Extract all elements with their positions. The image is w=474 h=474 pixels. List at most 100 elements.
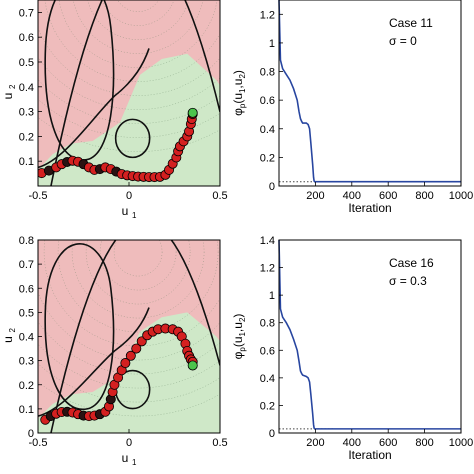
plot-area xyxy=(38,240,220,433)
y-axis-label-subscript: 2 xyxy=(238,74,247,79)
y-tick-label: 0.4 xyxy=(19,332,34,344)
y-axis-label: u xyxy=(1,336,15,343)
panel-case-11-feasible-region: -0.5 0 0.50.10.20.30.40.50.60.7u 1u2 xyxy=(1,0,228,220)
series-line xyxy=(278,239,461,430)
y-tick-label: 0.5 xyxy=(19,57,34,69)
constraint-curve xyxy=(38,48,150,169)
contour-line xyxy=(44,0,220,82)
sigma-label: σ = 0 xyxy=(389,34,417,48)
end-point xyxy=(187,360,198,371)
y-tick-label: 0.8 xyxy=(19,235,34,247)
y-tick-label: 0.8 xyxy=(260,318,275,330)
y-axis-label-part: (u xyxy=(231,93,245,104)
y-tick-label: 0.6 xyxy=(19,32,34,44)
contour-line xyxy=(38,343,220,389)
x-tick-label: 1000 xyxy=(449,437,473,449)
case-label: Case 16 xyxy=(389,256,434,270)
sigma-label: σ = 0.3 xyxy=(389,274,427,288)
y-tick-label: 0.6 xyxy=(260,345,275,357)
y-axis-label-subscript: p xyxy=(238,103,247,108)
y-tick-label: 1 xyxy=(269,290,275,302)
x-tick-label: -0.5 xyxy=(29,437,48,449)
contour-line xyxy=(99,240,177,291)
x-tick-label: 1000 xyxy=(449,190,473,202)
x-axis-label-subscript: 1 xyxy=(132,211,137,220)
x-tick-label: 0.5 xyxy=(212,437,227,449)
x-tick-label: 800 xyxy=(415,437,433,449)
y-tick-label: 0.2 xyxy=(260,152,275,164)
y-tick-label: 0 xyxy=(269,428,275,440)
y-axis-label-part: ) xyxy=(231,314,245,318)
feasible-region xyxy=(38,312,220,433)
y-tick-label: 0.4 xyxy=(260,373,275,385)
y-tick-label: 0.2 xyxy=(19,380,34,392)
plot-background xyxy=(279,240,461,433)
y-tick-label: 0.2 xyxy=(19,131,34,143)
panel-case-16-feasible-region: -0.5 0 0.500.10.20.30.40.50.60.70.8u 1u2 xyxy=(1,235,228,467)
contour-line xyxy=(113,240,163,277)
y-axis-label: φp(u1,u2) xyxy=(231,314,247,360)
panel-case-16-convergence: 200 400 600 800 1000 0 0.2 0.4 0.6 0.8 1 1.2 1.4 Iter… xyxy=(231,235,473,462)
y-tick-label: 0.2 xyxy=(260,400,275,412)
contour-line xyxy=(85,240,191,305)
x-tick-label: 600 xyxy=(379,190,397,202)
constraint-circle xyxy=(114,118,151,159)
x-tick-label: 200 xyxy=(306,190,324,202)
y-tick-label: 1 xyxy=(269,38,275,50)
x-axis-label: Iteration xyxy=(348,201,391,215)
y-axis-label-subscript: p xyxy=(238,347,247,352)
y-axis-label-part: (u xyxy=(231,337,245,348)
contour-line xyxy=(38,79,220,124)
panel-case-11-convergence: 200 400 600 800 1000 0 0.2 0.4 0.6 0.8 1 1.2 Iterati… xyxy=(231,0,473,215)
x-tick-label: 400 xyxy=(343,190,361,202)
x-tick-label: 200 xyxy=(306,437,324,449)
x-axis-label: Iteration xyxy=(348,448,391,462)
series-line xyxy=(278,0,461,183)
y-tick-label: 0.4 xyxy=(19,82,34,94)
plot-background xyxy=(279,0,461,186)
y-tick-label: 0.6 xyxy=(260,95,275,107)
y-tick-label: 0.6 xyxy=(19,283,34,295)
contour-line xyxy=(87,0,189,40)
path-point xyxy=(131,343,142,354)
y-tick-label: 0.7 xyxy=(19,259,34,271)
y-axis-label: φp(u1,u2) xyxy=(231,70,247,116)
x-tick-label: 800 xyxy=(415,190,433,202)
y-axis-label-group: u2 xyxy=(1,328,17,343)
y-tick-label: 0.3 xyxy=(19,107,34,119)
plot-area xyxy=(38,0,220,186)
x-axis-label: u xyxy=(122,451,129,465)
x-tick-label: 0 xyxy=(126,437,132,449)
axes-frame xyxy=(278,0,462,187)
y-tick-label: 0.3 xyxy=(19,356,34,368)
x-tick-label: 600 xyxy=(379,437,397,449)
y-tick-label: 1.2 xyxy=(260,263,275,275)
path-point xyxy=(125,350,136,361)
y-axis-label-group: u2 xyxy=(1,84,17,99)
end-point xyxy=(187,107,198,118)
x-tick-label: 0 xyxy=(126,190,132,202)
y-tick-label: 0 xyxy=(28,428,34,440)
y-axis-label-subscript: 2 xyxy=(238,317,247,322)
y-tick-label: 0 xyxy=(269,181,275,193)
y-tick-label: 0.7 xyxy=(19,7,34,19)
y-axis-label-part: φ xyxy=(231,108,245,116)
y-tick-label: 0.8 xyxy=(260,67,275,79)
contour-line xyxy=(57,240,219,333)
y-tick-label: 0.4 xyxy=(260,124,275,136)
x-tick-label: -0.5 xyxy=(29,190,48,202)
constraint-parabola xyxy=(50,0,220,186)
x-tick-label: 400 xyxy=(343,437,361,449)
y-axis-label-subscript: 1 xyxy=(238,332,247,337)
x-axis-label: u xyxy=(122,204,129,218)
constraint-curve xyxy=(38,307,150,417)
contour-line xyxy=(71,240,205,319)
y-tick-label: 1.2 xyxy=(260,9,275,21)
y-tick-label: 0.1 xyxy=(19,404,34,416)
y-axis-label-group: φp(u1,u2) xyxy=(231,70,247,116)
y-axis-label-part: φ xyxy=(231,351,245,359)
path-point xyxy=(120,358,131,369)
y-axis-label: u xyxy=(1,93,15,100)
x-axis-label-subscript: 1 xyxy=(132,458,137,467)
